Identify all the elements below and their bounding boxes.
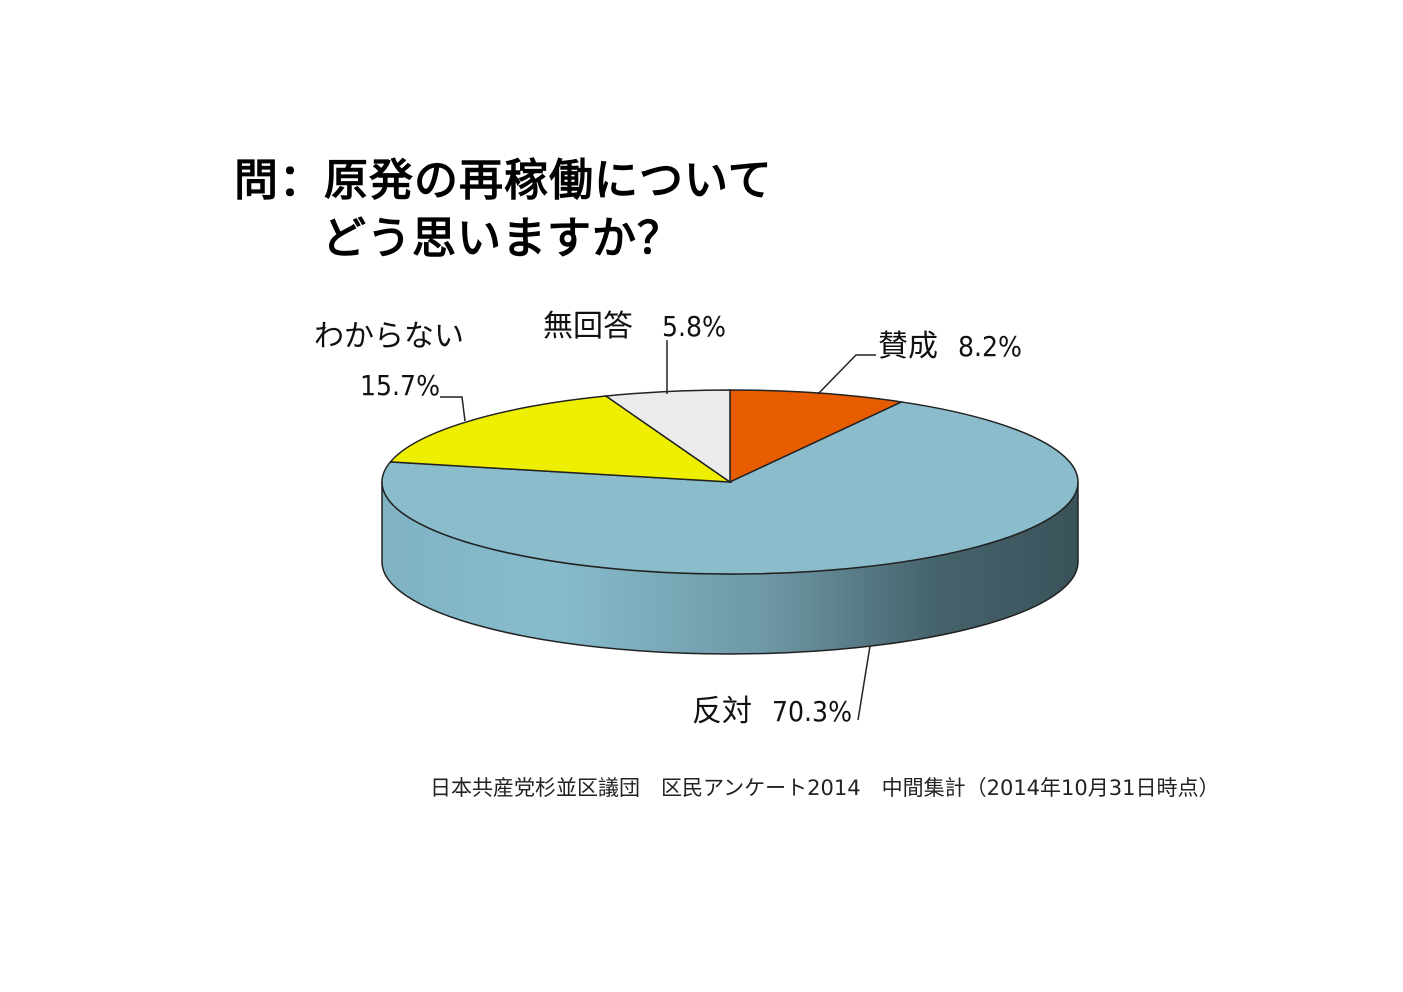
slice-value-0: 8.2% [958,330,1022,363]
footnote: 日本共産党杉並区議団 区民アンケート2014 中間集計（2014年10月31日時… [430,776,1220,800]
slice-label-1: 反対 [692,694,752,729]
slice-value-3: 5.8% [662,310,726,343]
pie-slice-1 [381,401,1079,575]
pie-slice-2 [388,395,733,483]
slice-label-2: わからない [314,319,464,354]
pie-top-face [381,389,1079,575]
chart-title-line2: どう思いますか？ [322,213,682,264]
leader-line-2 [440,396,466,422]
chart-title-line1: 問：原発の再稼働について [234,155,773,206]
leader-line-1 [857,645,871,721]
leader-lines [440,340,876,721]
slice-label-3: 無回答 [543,309,633,344]
slice-value-2: 15.7% [360,369,440,402]
slice-value-1: 70.3% [772,695,852,728]
leader-line-0 [817,354,876,395]
slice-labels: 賛成 8.2% 反対 70.3% わからない 15.7% 無回答 5.8% [314,309,1022,729]
slice-label-0: 賛成 [878,329,938,364]
